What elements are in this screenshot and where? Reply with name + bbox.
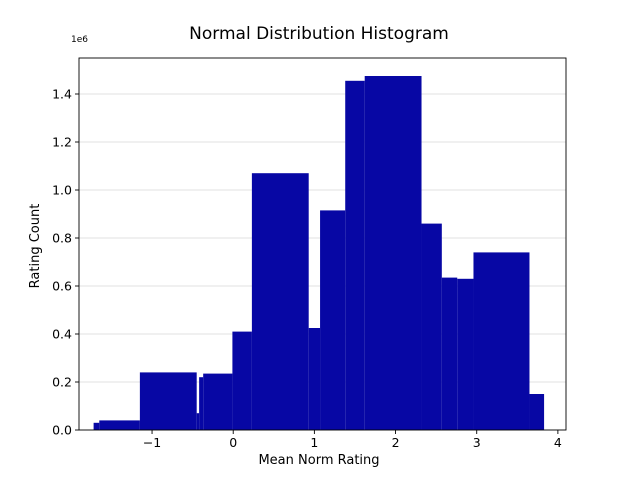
x-axis-ticks: −1 0 1 2 3 4 <box>143 430 562 450</box>
histogram-bar <box>345 80 365 431</box>
y-tick-label: 0.8 <box>52 231 72 246</box>
y-offset-label: 1e6 <box>71 35 88 45</box>
histogram-bar <box>529 394 545 430</box>
histogram-bar <box>139 372 197 430</box>
y-tick-label: 0.4 <box>52 327 72 342</box>
histogram-bar <box>232 331 252 430</box>
y-tick-label: 0.2 <box>52 375 72 390</box>
histogram-bar <box>196 413 200 430</box>
histogram-bar <box>203 373 233 430</box>
x-tick-label: 3 <box>473 435 481 450</box>
x-tick-label: 0 <box>229 435 237 450</box>
histogram-bar <box>251 173 309 430</box>
histogram-bar <box>308 328 321 430</box>
histogram-bar <box>199 377 204 430</box>
x-axis-label: Mean Norm Rating <box>258 453 379 468</box>
histogram-bar <box>93 422 100 430</box>
x-tick-label: 4 <box>554 435 562 450</box>
x-tick-label: 2 <box>392 435 400 450</box>
y-axis-ticks: 0.0 0.2 0.4 0.6 0.8 1.0 1.2 1.4 <box>52 87 79 438</box>
x-tick-label: −1 <box>143 435 161 450</box>
histogram-bar <box>457 278 474 430</box>
histogram-bar <box>99 420 140 430</box>
y-tick-label: 1.2 <box>52 135 72 150</box>
histogram-bar <box>441 277 458 430</box>
x-tick-label: 1 <box>310 435 318 450</box>
histogram-bar <box>421 223 442 430</box>
histogram-bar <box>364 76 422 430</box>
plot-frame <box>78 57 567 431</box>
y-axis-label: Rating Count <box>28 204 43 289</box>
histogram-bar <box>320 210 346 430</box>
y-tick-label: 0.6 <box>52 279 72 294</box>
y-tick-label: 1.4 <box>52 87 72 102</box>
histogram-bars <box>93 76 545 431</box>
y-tick-label: 1.0 <box>52 183 72 198</box>
chart-title: Normal Distribution Histogram <box>189 24 449 44</box>
y-tick-label: 0.0 <box>52 423 72 438</box>
histogram-bar <box>473 252 530 430</box>
